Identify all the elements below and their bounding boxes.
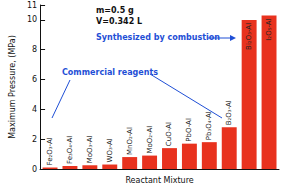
- svg-text:MoO₂-Al: MoO₂-Al: [146, 126, 154, 154]
- svg-text:Commercial reagents: Commercial reagents: [62, 68, 158, 77]
- svg-text:MnO₂-Al: MnO₂-Al: [126, 127, 134, 155]
- svg-text:V=0.342 L: V=0.342 L: [96, 17, 142, 26]
- svg-text:Fe₂O₃-Al: Fe₂O₃-Al: [46, 137, 54, 165]
- svg-text:Reactant Mixture: Reactant Mixture: [125, 176, 193, 185]
- svg-text:Maximum Pressure, (MPa): Maximum Pressure, (MPa): [8, 35, 17, 139]
- svg-text:B₂O₃-Al: B₂O₃-Al: [225, 100, 233, 125]
- svg-text:PbO-Al: PbO-Al: [185, 118, 193, 142]
- svg-text:6: 6: [32, 75, 37, 84]
- svg-text:CuO-Al: CuO-Al: [165, 122, 173, 146]
- svg-text:0: 0: [32, 165, 37, 174]
- svg-text:11: 11: [27, 1, 37, 10]
- svg-text:Bi₂O₃-Al: Bi₂O₃-Al: [245, 23, 253, 50]
- svg-text:Fe₃O₄-Al: Fe₃O₄-Al: [66, 136, 74, 164]
- svg-text:2: 2: [32, 135, 37, 144]
- svg-text:4: 4: [32, 105, 37, 114]
- svg-text:Pb₃O₄-Al: Pb₃O₄-Al: [205, 111, 213, 140]
- svg-text:MoO₃-Al: MoO₃-Al: [86, 135, 94, 163]
- svg-text:I₂O₅-Al: I₂O₅-Al: [265, 18, 273, 40]
- svg-text:WO₃-Al: WO₃-Al: [106, 138, 114, 162]
- svg-text:8: 8: [32, 45, 37, 54]
- svg-text:Synthesized by combustion: Synthesized by combustion: [96, 33, 220, 42]
- svg-text:m=0.5 g: m=0.5 g: [96, 6, 134, 15]
- svg-text:10: 10: [27, 15, 37, 24]
